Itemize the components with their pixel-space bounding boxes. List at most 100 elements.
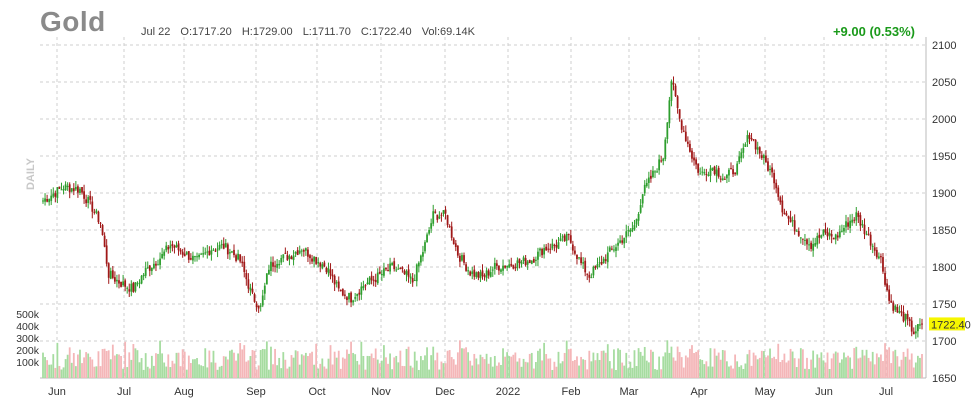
candle-body [346, 297, 348, 300]
volume-bar [235, 360, 237, 378]
volume-bar [902, 351, 905, 378]
volume-bar [742, 368, 745, 378]
candle-body [364, 285, 367, 287]
candle-body [912, 331, 915, 335]
volume-bar [475, 358, 478, 378]
volume-bar [904, 356, 907, 378]
candle-body [664, 139, 667, 160]
volume-bar [185, 369, 188, 378]
candle-body [255, 303, 258, 308]
volume-bar [818, 357, 821, 378]
volume-bar [785, 362, 788, 378]
volume-bar [134, 348, 137, 378]
volume-bar [752, 352, 755, 378]
volume-bar [444, 363, 447, 378]
volume-bar [600, 350, 603, 378]
volume-bar [574, 359, 576, 378]
candle-body [859, 215, 862, 226]
volume-bar [220, 365, 223, 378]
price-tick-label: 1950 [932, 151, 956, 163]
volume-bar [231, 349, 233, 378]
volume-bar [615, 369, 617, 378]
volume-bar [867, 357, 870, 378]
candle-body [208, 250, 211, 256]
candle-body [843, 227, 845, 232]
candle-body [393, 261, 396, 270]
candle-body [387, 269, 389, 271]
candle-body [374, 279, 377, 283]
volume-bar [364, 369, 367, 378]
candle-body [541, 248, 543, 256]
candle-body [832, 237, 835, 240]
candle-body [109, 270, 112, 279]
candle-body [206, 251, 209, 253]
volume-bar [465, 347, 467, 378]
candle-body [294, 251, 297, 254]
volume-bar [767, 355, 769, 378]
candle-body [760, 155, 763, 159]
volume-bar [331, 364, 334, 378]
volume-bar [469, 360, 472, 378]
candle-body [582, 262, 585, 264]
candle-body [85, 199, 88, 204]
volume-bar [64, 359, 67, 378]
candle-body [356, 293, 359, 297]
volume-bar [385, 357, 387, 378]
volume-bar [52, 354, 55, 378]
volume-bar [95, 366, 98, 378]
candle-body [272, 262, 274, 267]
volume-bar [171, 360, 174, 378]
volume-tick-label: 400k [16, 321, 40, 333]
volume-bar [300, 354, 303, 378]
candle-body [590, 277, 593, 279]
candle-body [155, 263, 157, 266]
candle-body [705, 173, 708, 176]
quote-date: Jul 22 [141, 26, 171, 38]
candle-body [734, 172, 737, 175]
candle-body [403, 270, 406, 274]
candle-body [362, 286, 365, 289]
volume-bar [128, 352, 131, 378]
volume-bar [255, 369, 258, 378]
volume-bar [438, 369, 441, 378]
volume-bar [886, 349, 888, 378]
candle-body [173, 245, 176, 248]
candle-body [532, 258, 535, 263]
candle-body [148, 265, 151, 271]
volume-bar [307, 356, 309, 378]
candle-body [44, 198, 46, 202]
volume-bar [463, 348, 465, 378]
candle-body [894, 305, 897, 310]
candle-body [752, 139, 755, 141]
volume-bar [639, 351, 642, 378]
candle-body [857, 212, 860, 217]
candle-body [608, 247, 611, 252]
candle-body [475, 272, 478, 277]
candle-body [79, 188, 81, 193]
volume-bar [389, 353, 391, 378]
volume-bar [760, 350, 763, 378]
volume-bar [140, 358, 143, 378]
candle-body [222, 243, 225, 249]
candle-body [512, 265, 515, 269]
volume-bar [693, 353, 695, 378]
candle-body [62, 189, 65, 191]
candle-body [311, 258, 313, 262]
candle-body [411, 278, 414, 283]
volume-bar [715, 355, 718, 378]
candle-body [847, 222, 849, 227]
candle-body [822, 229, 825, 236]
candle-body [144, 268, 147, 276]
candle-body [185, 252, 188, 255]
candle-body [70, 188, 73, 192]
volume-bar [323, 366, 326, 378]
volume-bar [892, 351, 895, 378]
volume-bar [204, 348, 207, 378]
candle-body [263, 285, 266, 294]
candle-body [237, 253, 240, 260]
volume-bar [795, 367, 798, 378]
volume-bar [42, 352, 44, 378]
volume-bar [824, 362, 827, 378]
volume-bar [304, 352, 307, 378]
